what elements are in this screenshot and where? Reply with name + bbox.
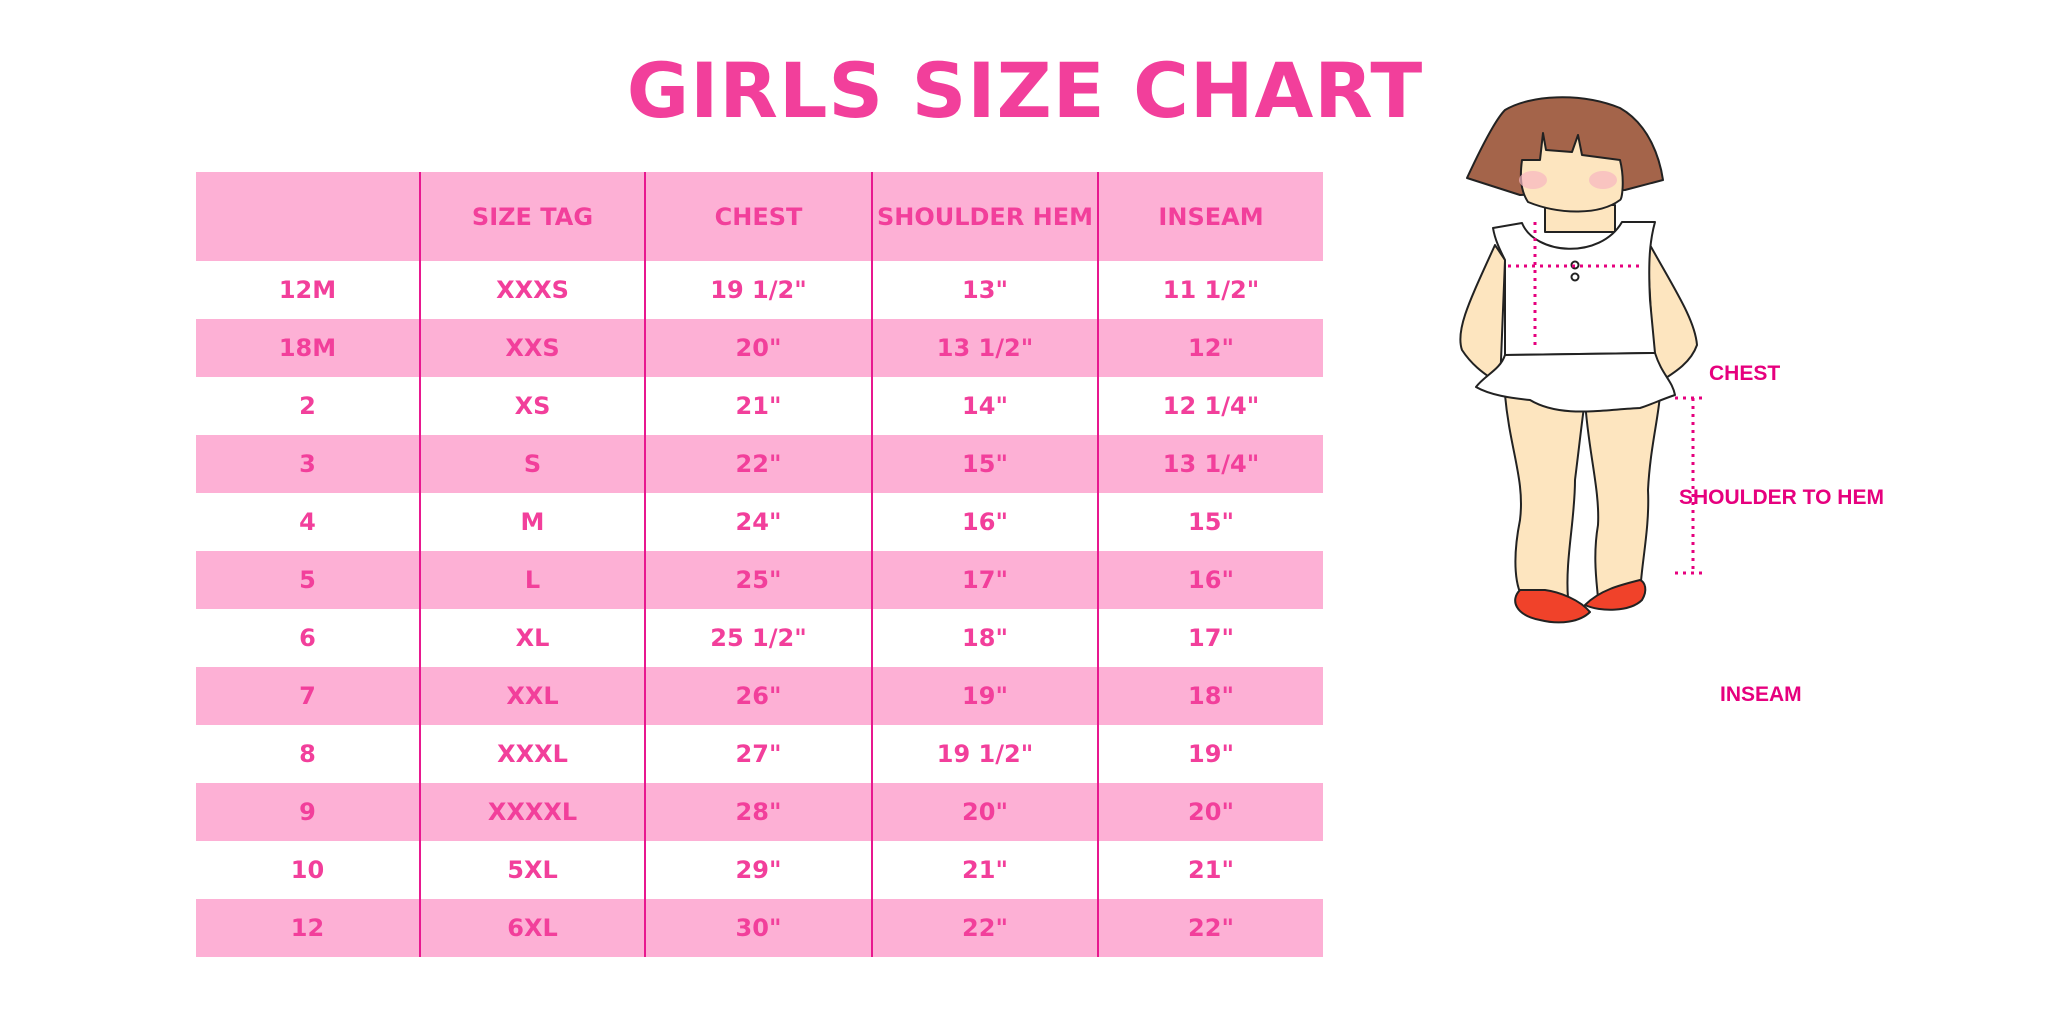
table-row: 9 XXXXL 28" 20" 20" — [196, 783, 1323, 841]
cell-shoulder-hem: 20" — [871, 783, 1098, 841]
header-age — [196, 172, 420, 261]
cell-inseam: 13 1/4" — [1097, 435, 1323, 493]
cell-size-tag: S — [419, 435, 645, 493]
table-row: 6 XL 25 1/2" 18" 17" — [196, 609, 1323, 667]
cell-chest: 29" — [644, 841, 872, 899]
table-row: 12 6XL 30" 22" 22" — [196, 899, 1323, 957]
cell-inseam: 15" — [1097, 493, 1323, 551]
cell-chest: 24" — [644, 493, 872, 551]
cell-age: 9 — [196, 783, 420, 841]
header-size-tag: SIZE TAG — [419, 172, 645, 261]
cell-size-tag: XL — [419, 609, 645, 667]
table-row: 8 XXXL 27" 19 1/2" 19" — [196, 725, 1323, 783]
cell-chest: 25" — [644, 551, 872, 609]
cell-size-tag: XXXL — [419, 725, 645, 783]
size-chart-table: SIZE TAG CHEST SHOULDER HEM INSEAM 12M XX… — [196, 172, 1323, 957]
cell-inseam: 12" — [1097, 319, 1323, 377]
shoulder-to-hem-label: SHOULDER TO HEM — [1679, 486, 1884, 509]
right-leg — [1584, 394, 1661, 601]
cell-chest: 30" — [644, 899, 872, 957]
cell-shoulder-hem: 14" — [871, 377, 1098, 435]
cell-age: 10 — [196, 841, 420, 899]
cell-shoulder-hem: 18" — [871, 609, 1098, 667]
cell-chest: 21" — [644, 377, 872, 435]
cell-shoulder-hem: 16" — [871, 493, 1098, 551]
cell-shoulder-hem: 17" — [871, 551, 1098, 609]
cell-inseam: 12 1/4" — [1097, 377, 1323, 435]
cell-size-tag: 6XL — [419, 899, 645, 957]
cell-chest: 25 1/2" — [644, 609, 872, 667]
cell-age: 5 — [196, 551, 420, 609]
page-title: GIRLS SIZE CHART — [626, 46, 1424, 135]
header-chest: CHEST — [644, 172, 872, 261]
cell-age: 8 — [196, 725, 420, 783]
cell-age: 4 — [196, 493, 420, 551]
cell-size-tag: XXS — [419, 319, 645, 377]
cell-inseam: 18" — [1097, 667, 1323, 725]
cell-size-tag: L — [419, 551, 645, 609]
cell-shoulder-hem: 13" — [871, 261, 1098, 319]
inseam-label: INSEAM — [1720, 683, 1802, 706]
cell-chest: 28" — [644, 783, 872, 841]
cell-age: 2 — [196, 377, 420, 435]
left-arm — [1459, 244, 1506, 386]
cell-shoulder-hem: 15" — [871, 435, 1098, 493]
table-row: 4 M 24" 16" 15" — [196, 493, 1323, 551]
chest-label: CHEST — [1709, 362, 1781, 385]
cell-shoulder-hem: 22" — [871, 899, 1098, 957]
header-inseam: INSEAM — [1097, 172, 1323, 261]
face — [1519, 132, 1624, 213]
cell-size-tag: M — [419, 493, 645, 551]
cell-shoulder-hem: 19 1/2" — [871, 725, 1098, 783]
table-row: 2 XS 21" 14" 12 1/4" — [196, 377, 1323, 435]
table-row: 18M XXS 20" 13 1/2" 12" — [196, 319, 1323, 377]
shirt — [1492, 221, 1656, 356]
right-shoe — [1584, 579, 1647, 611]
table-row: 7 XXL 26" 19" 18" — [196, 667, 1323, 725]
cell-inseam: 16" — [1097, 551, 1323, 609]
table-row: 3 S 22" 15" 13 1/4" — [196, 435, 1323, 493]
cell-age: 18M — [196, 319, 420, 377]
cell-age: 6 — [196, 609, 420, 667]
cell-inseam: 22" — [1097, 899, 1323, 957]
cell-size-tag: XS — [419, 377, 645, 435]
cell-shoulder-hem: 13 1/2" — [871, 319, 1098, 377]
cell-age: 7 — [196, 667, 420, 725]
cell-age: 3 — [196, 435, 420, 493]
cell-inseam: 21" — [1097, 841, 1323, 899]
cell-inseam: 17" — [1097, 609, 1323, 667]
cell-chest: 27" — [644, 725, 872, 783]
table-row: 10 5XL 29" 21" 21" — [196, 841, 1323, 899]
cell-shoulder-hem: 19" — [871, 667, 1098, 725]
cell-inseam: 11 1/2" — [1097, 261, 1323, 319]
table-row: 5 L 25" 17" 16" — [196, 551, 1323, 609]
cell-chest: 22" — [644, 435, 872, 493]
table-header-row: SIZE TAG CHEST SHOULDER HEM INSEAM — [196, 172, 1323, 261]
cell-size-tag: XXXS — [419, 261, 645, 319]
header-shoulder-hem: SHOULDER HEM — [871, 172, 1098, 261]
cell-size-tag: XXXXL — [419, 783, 645, 841]
table-row: 12M XXXS 19 1/2" 13" 11 1/2" — [196, 261, 1323, 319]
left-leg — [1504, 394, 1586, 601]
cell-chest: 26" — [644, 667, 872, 725]
left-shoe — [1514, 589, 1591, 624]
skirt — [1475, 352, 1676, 413]
cell-inseam: 20" — [1097, 783, 1323, 841]
cell-inseam: 19" — [1097, 725, 1323, 783]
cell-chest: 20" — [644, 319, 872, 377]
cell-age: 12 — [196, 899, 420, 957]
cell-shoulder-hem: 21" — [871, 841, 1098, 899]
cell-chest: 19 1/2" — [644, 261, 872, 319]
cell-age: 12M — [196, 261, 420, 319]
cell-size-tag: 5XL — [419, 841, 645, 899]
cell-size-tag: XXL — [419, 667, 645, 725]
